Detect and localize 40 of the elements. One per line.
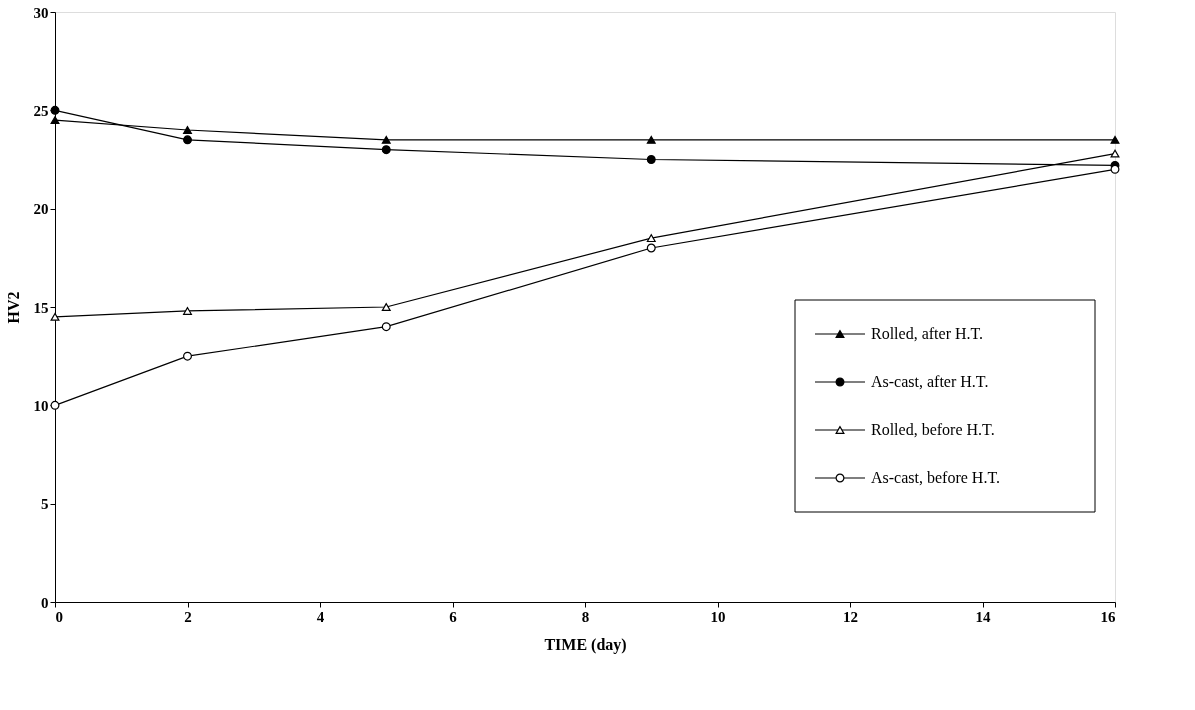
y-tick-label: 10: [33, 397, 49, 414]
x-tick-label: 16: [1100, 608, 1116, 625]
point: [50, 116, 60, 125]
point: [646, 135, 656, 144]
y-tick-label: 5: [41, 496, 49, 513]
y-tick-label: 30: [33, 4, 49, 21]
x-tick-label: 8: [581, 608, 590, 625]
point: [646, 243, 656, 253]
point: [381, 303, 391, 311]
y-axis-title: HV2: [4, 291, 22, 324]
point: [1110, 135, 1120, 144]
y-tick-label: 15: [33, 299, 49, 316]
point: [381, 322, 391, 332]
x-tick-label: 6: [449, 608, 458, 625]
legend-label: Rolled, after H.T.: [871, 325, 984, 342]
point: [50, 312, 60, 321]
point: [50, 105, 60, 115]
legend-label: As-cast, before H.T.: [871, 469, 1000, 486]
x-tick-label: 12: [843, 608, 858, 625]
point: [381, 145, 391, 155]
x-tick-label: 0: [55, 608, 63, 625]
point: [646, 155, 656, 164]
point: [183, 351, 192, 361]
y-tick-label: 25: [33, 102, 49, 119]
point: [183, 306, 192, 315]
x-axis-title: TIME (day): [544, 635, 627, 654]
point: [1110, 149, 1120, 158]
y-tick-label: 20: [33, 201, 49, 218]
x-tick-label: 2: [184, 608, 192, 625]
x-tick-label: 14: [975, 608, 991, 625]
legend-label: As-cast, after H.T.: [871, 373, 989, 390]
point: [381, 135, 391, 144]
point: [183, 126, 192, 134]
legend-label: Rolled, before H.T.: [871, 421, 995, 438]
x-tick-label: 4: [316, 608, 325, 625]
point: [183, 135, 192, 145]
point: [646, 234, 656, 243]
y-tick-label: 0: [41, 594, 49, 611]
point: [50, 400, 60, 410]
x-tick-label: 10: [710, 608, 726, 625]
